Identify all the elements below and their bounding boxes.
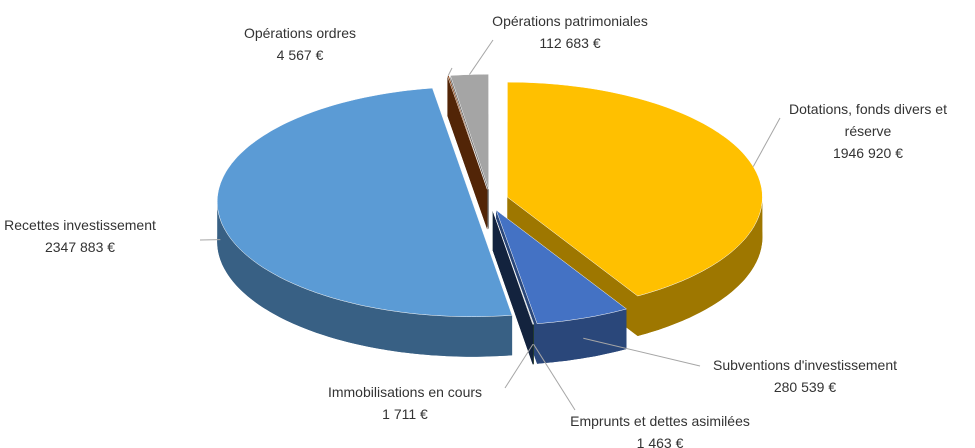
data-label: Opérations ordres 4 567 €	[244, 22, 356, 66]
data-label: Opérations patrimoniales 112 683 €	[492, 10, 648, 54]
category-label: Subventions d'investissement	[713, 357, 897, 373]
slice-side	[217, 201, 513, 357]
value-label: 112 683 €	[539, 35, 601, 51]
category-label: Emprunts et dettes asimilées	[570, 413, 750, 429]
value-label: 4 567 €	[276, 47, 324, 63]
value-label: 1946 920 €	[832, 145, 904, 161]
slice	[216, 87, 513, 317]
data-label: Immobilisations en cours 1 711 €	[328, 381, 482, 425]
category-label: Immobilisations en cours	[327, 384, 483, 400]
leader-line	[583, 337, 701, 367]
slice-side	[492, 210, 533, 365]
data-label: Recettes investissement 2347 883 €	[4, 214, 156, 258]
value-label: 280 539 €	[773, 379, 837, 395]
slice	[507, 81, 763, 297]
data-label: Emprunts et dettes asimilées 1 463 €	[570, 410, 750, 448]
category-label: Opérations patrimoniales	[492, 13, 648, 29]
value-label: 1 711 €	[382, 406, 428, 422]
leader-line	[469, 39, 494, 75]
slice	[492, 210, 534, 325]
category-label: Opérations ordres	[243, 25, 357, 41]
slice	[495, 209, 628, 324]
data-label: Dotations, fonds divers et réserve 1946 9…	[781, 98, 956, 164]
leader-line	[447, 67, 453, 76]
slice-tops	[216, 73, 763, 325]
value-label: 1 463 €	[636, 435, 684, 448]
leader-line	[752, 117, 781, 167]
slice-side	[532, 324, 534, 365]
slice-side	[537, 309, 627, 364]
value-label: 2347 883 €	[44, 239, 116, 255]
category-label: Dotations, fonds divers et réserve	[789, 101, 947, 139]
slice-side	[637, 197, 763, 336]
slice-side	[448, 75, 488, 230]
category-label: Recettes investissement	[4, 217, 156, 233]
data-label: Subventions d'investissement 280 539 €	[713, 354, 897, 398]
leader-line	[533, 343, 576, 411]
leader-line	[504, 343, 534, 389]
slice	[449, 73, 489, 190]
